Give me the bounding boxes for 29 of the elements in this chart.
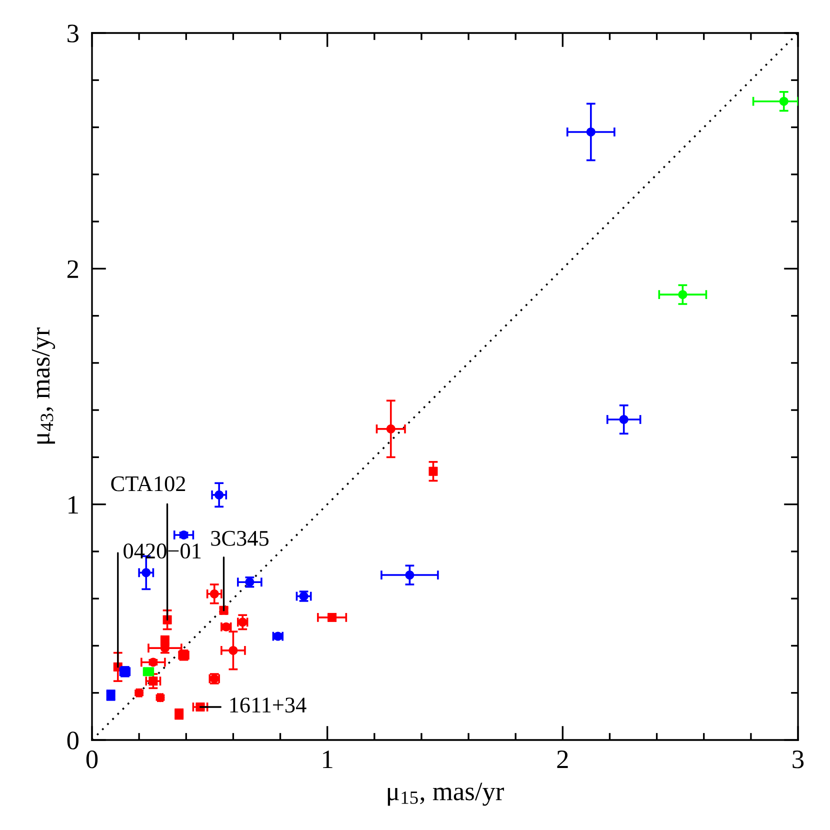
point — [428, 466, 438, 476]
y-tick-label: 3 — [68, 24, 78, 42]
point — [619, 414, 628, 424]
annotation: 1611+34 — [230, 698, 306, 713]
y-tick-label: 2 — [67, 260, 78, 278]
point — [228, 646, 238, 655]
point — [179, 530, 188, 540]
x-axis-title: μ$_{15}$, mas/yr — [388, 782, 504, 806]
annotation: CTA102 — [111, 476, 186, 492]
point — [142, 568, 151, 578]
point — [779, 96, 788, 106]
annotation: 3C345 — [211, 530, 269, 546]
y-axis-title: μ$_{43}$, mas/yr — [32, 328, 56, 444]
point — [160, 636, 170, 646]
y-tick-label: 0 — [67, 732, 78, 750]
x-tick-label: 3 — [792, 750, 804, 768]
point — [386, 424, 396, 434]
x-tick-label: 2 — [557, 750, 568, 768]
x-tick-label: 0 — [86, 750, 98, 768]
point — [328, 612, 337, 622]
point — [162, 615, 172, 624]
point — [678, 290, 688, 300]
y-tick-label: 1 — [68, 496, 78, 514]
point — [210, 589, 219, 598]
point — [214, 490, 224, 500]
x-tick-label: 1 — [323, 750, 332, 768]
point — [148, 658, 158, 667]
point — [586, 127, 596, 136]
point — [405, 570, 414, 580]
